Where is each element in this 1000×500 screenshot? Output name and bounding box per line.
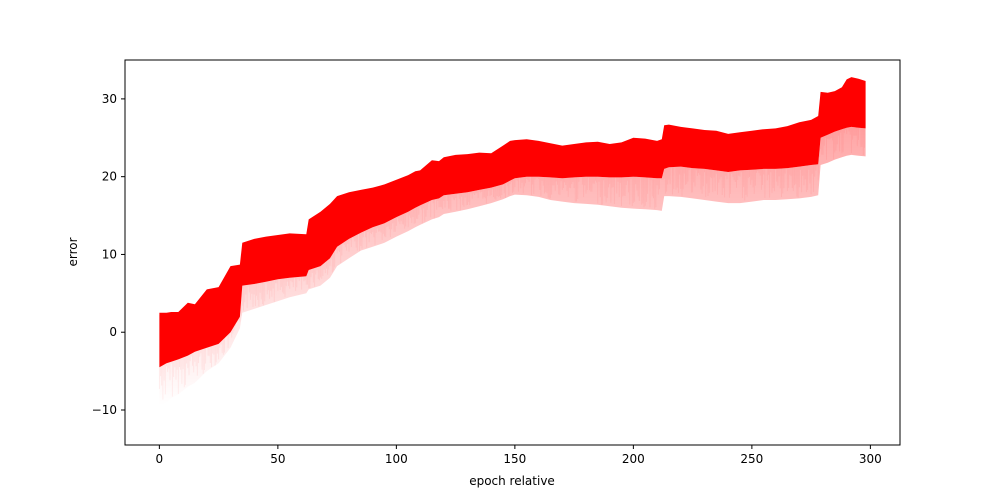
series-0-core-band [159, 77, 866, 368]
x-tick-label: 150 [503, 452, 526, 466]
y-axis-ticks: −10 0 10 20 30 [92, 92, 125, 417]
x-tick-label: 50 [270, 452, 285, 466]
y-tick-label: −10 [92, 403, 117, 417]
series-0-faint-band [159, 126, 866, 407]
y-axis-label: error [66, 237, 80, 266]
series-0-spikes [158, 78, 865, 400]
y-tick-label: 30 [102, 92, 117, 106]
y-tick-label: 0 [109, 325, 117, 339]
x-tick-label: 200 [622, 452, 645, 466]
x-axis-ticks: 0 50 100 150 200 250 300 [156, 445, 882, 466]
x-tick-label: 300 [859, 452, 882, 466]
x-axis-label: epoch relative [469, 474, 555, 488]
x-tick-label: 250 [740, 452, 763, 466]
y-tick-label: 10 [102, 247, 117, 261]
y-tick-label: 20 [102, 170, 117, 184]
x-tick-label: 100 [385, 452, 408, 466]
plot-frame [124, 59, 901, 446]
series-layer [158, 77, 866, 407]
x-tick-label: 0 [156, 452, 164, 466]
